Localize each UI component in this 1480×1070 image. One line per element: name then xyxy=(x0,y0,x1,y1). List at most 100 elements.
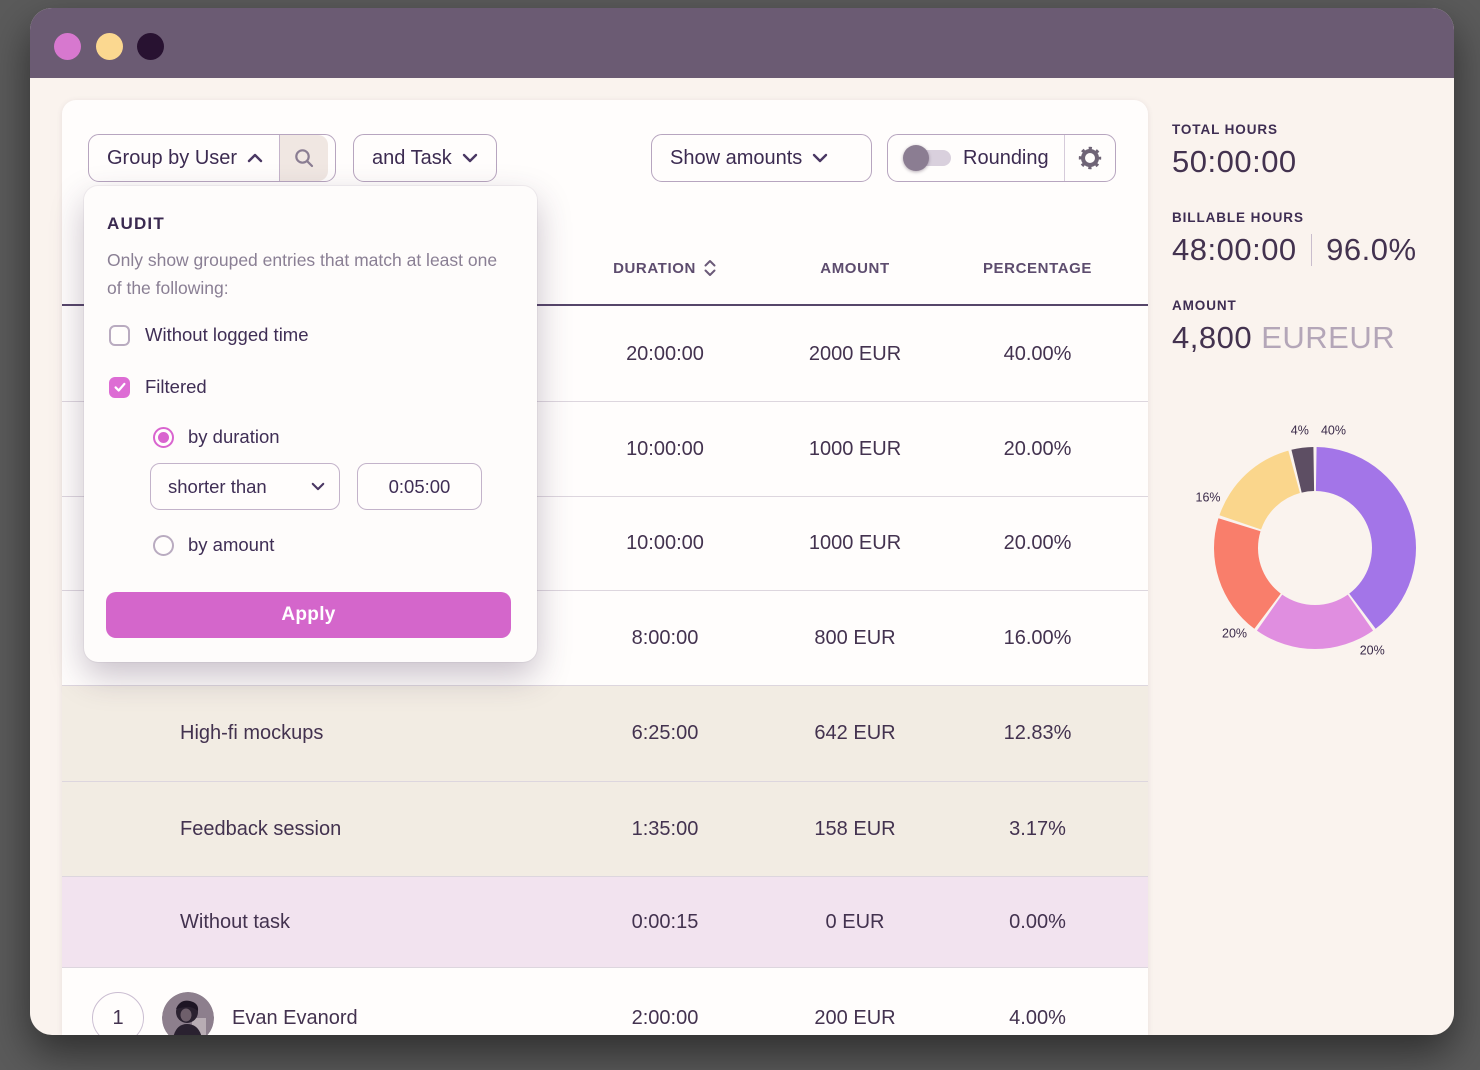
amount-value: 158 EUR xyxy=(814,817,896,840)
billability-donut-chart: 40% 20% 20% 16% 4% xyxy=(1185,418,1445,678)
donut-slice-label: 16% xyxy=(1196,490,1221,504)
amount-value: 0 EUR xyxy=(825,910,885,933)
donut-slice xyxy=(1219,450,1300,530)
filtered-label: Filtered xyxy=(145,376,207,397)
close-window-button[interactable] xyxy=(54,33,81,60)
percentage-value: 20.00% xyxy=(1003,437,1072,460)
table-row-without-task[interactable]: Without task 0:00:15 0 EUR 0.00% xyxy=(62,877,1148,968)
billable-hours-label: BILLABLE HOURS xyxy=(1172,210,1304,225)
show-amounts-label: Show amounts xyxy=(670,146,803,169)
audit-description: Only show grouped entries that match at … xyxy=(107,250,498,298)
column-header-duration[interactable]: DURATION xyxy=(555,258,775,278)
table-row-task[interactable]: Feedback session 1:35:00 158 EUR 3.17% xyxy=(62,782,1148,877)
row-count-badge[interactable]: 1 xyxy=(92,992,144,1035)
duration-value: 0:00:15 xyxy=(631,910,699,933)
user-name: Evan Evanord xyxy=(232,1006,358,1029)
rounding-toggle[interactable] xyxy=(903,145,951,171)
column-header-percentage: PERCENTAGE xyxy=(982,259,1093,277)
duration-value: 10:00:00 xyxy=(626,437,704,460)
app-window: Group by User and Task Show amounts Roun… xyxy=(30,8,1454,1035)
duration-operator-select[interactable]: shorter than xyxy=(150,463,340,510)
total-hours-label: TOTAL HOURS xyxy=(1172,122,1278,137)
amount-label: AMOUNT xyxy=(1172,298,1237,313)
filtered-checkbox[interactable] xyxy=(109,376,130,398)
audit-popover: AUDIT Only show grouped entries that mat… xyxy=(84,186,537,662)
window-titlebar xyxy=(30,8,1454,78)
duration-value: 1:35:00 xyxy=(631,817,699,840)
by-duration-label: by duration xyxy=(188,426,280,447)
group-by-user-label: Group by User xyxy=(107,146,238,169)
percentage-value: 4.00% xyxy=(1009,1006,1066,1029)
donut-slice xyxy=(1256,594,1374,649)
duration-value: 20:00:00 xyxy=(626,343,704,365)
and-task-label: and Task xyxy=(372,146,452,169)
duration-value: 8:00:00 xyxy=(631,626,699,649)
amount-value: 4,800 xyxy=(1172,320,1253,355)
billable-percent-value: 96.0% xyxy=(1326,232,1417,267)
apply-button[interactable]: Apply xyxy=(106,592,511,638)
show-amounts-dropdown[interactable]: Show amounts xyxy=(651,134,872,182)
donut-slice-label: 20% xyxy=(1360,644,1385,658)
divider xyxy=(1063,135,1065,181)
billable-hours-value: 48:00:00 xyxy=(1172,232,1297,267)
amount-value: 1000 EUR xyxy=(808,532,902,554)
without-logged-time-label: Without logged time xyxy=(145,324,309,345)
by-amount-option[interactable]: by amount xyxy=(153,534,513,556)
percentage-value: 0.00% xyxy=(1009,910,1066,933)
total-hours-value: 50:00:00 xyxy=(1172,144,1297,179)
chevron-up-icon xyxy=(247,153,263,163)
sort-icon xyxy=(704,260,716,276)
zoom-window-button[interactable] xyxy=(137,33,164,60)
by-amount-label: by amount xyxy=(188,534,275,555)
divider xyxy=(1310,234,1313,266)
audit-title: AUDIT xyxy=(107,214,165,233)
donut-slice-label: 20% xyxy=(1222,627,1247,641)
table-header: DURATION AMOUNT PERCENTAGE xyxy=(62,232,1148,306)
amount-value: 642 EUR xyxy=(814,722,896,744)
percentage-value: 40.00% xyxy=(1003,343,1072,365)
by-duration-option[interactable]: by duration xyxy=(153,426,513,448)
toggle-knob xyxy=(903,145,929,171)
group-by-user-dropdown[interactable]: Group by User xyxy=(88,134,336,182)
amount-value: 200 EUR xyxy=(814,1006,896,1029)
amount-value: 800 EUR xyxy=(814,626,896,649)
check-icon xyxy=(113,382,126,392)
by-duration-radio[interactable] xyxy=(153,426,174,448)
table-row-task[interactable]: High-fi mockups 6:25:00 642 EUR 12.83% xyxy=(62,686,1148,782)
task-name: High-fi mockups xyxy=(180,722,324,744)
donut-slice xyxy=(1291,447,1315,493)
minimize-window-button[interactable] xyxy=(96,33,123,60)
donut-chart: 40% 20% 20% 16% 4% xyxy=(1196,423,1417,658)
duration-value-input[interactable]: 0:05:00 xyxy=(357,463,482,510)
search-button[interactable] xyxy=(279,135,329,181)
column-header-amount: AMOUNT xyxy=(820,259,890,277)
chevron-down-icon xyxy=(813,153,828,163)
duration-value: 6:25:00 xyxy=(631,722,699,744)
gear-icon xyxy=(1078,146,1102,170)
donut-slice xyxy=(1315,447,1417,629)
donut-slice-label: 40% xyxy=(1321,424,1346,438)
filtered-option[interactable]: Filtered xyxy=(109,376,513,398)
chevron-down-icon xyxy=(462,153,477,163)
rounding-settings-button[interactable] xyxy=(1065,145,1115,171)
summary-panel: TOTAL HOURS 50:00:00 BILLABLE HOURS 48:0… xyxy=(1172,122,1452,386)
duration-value: 2:00:00 xyxy=(631,1006,699,1029)
and-task-dropdown[interactable]: and Task xyxy=(353,134,497,182)
without-logged-time-checkbox[interactable] xyxy=(109,324,130,346)
amount-currency: EUR xyxy=(1261,320,1329,355)
by-amount-radio[interactable] xyxy=(153,534,174,556)
donut-slice-label: 4% xyxy=(1291,423,1309,437)
table-row-user[interactable]: 1 Evan Evanord 2:00:00 200 EUR 4.00% xyxy=(62,968,1148,1035)
without-logged-time-option[interactable]: Without logged time xyxy=(109,324,513,346)
rounding-control: Rounding xyxy=(887,134,1116,182)
duration-operator-value: shorter than xyxy=(168,475,267,497)
search-icon xyxy=(295,149,314,168)
percentage-value: 12.83% xyxy=(1003,722,1072,744)
amount-value: 2000 EUR xyxy=(808,343,902,365)
rounding-label: Rounding xyxy=(963,146,1049,169)
percentage-value: 16.00% xyxy=(1003,626,1072,649)
user-avatar xyxy=(162,992,214,1035)
percentage-value: 20.00% xyxy=(1003,532,1072,554)
donut-slice xyxy=(1213,518,1281,629)
duration-value: 10:00:00 xyxy=(626,532,704,554)
